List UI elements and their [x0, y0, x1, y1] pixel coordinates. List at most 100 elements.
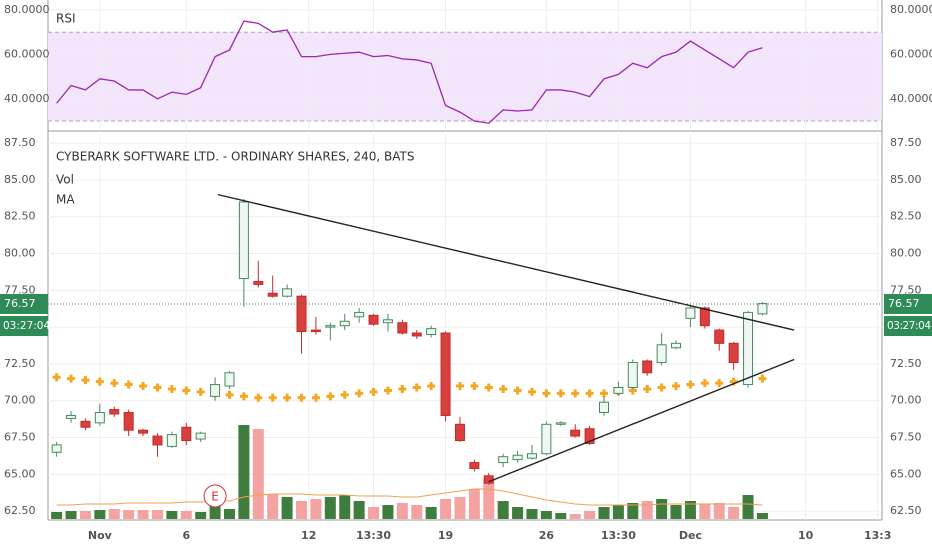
ma-cross	[67, 374, 76, 383]
ma-cross	[513, 386, 522, 395]
candle-body	[66, 414, 77, 419]
volume-bar	[180, 511, 192, 519]
ma-cross	[758, 374, 767, 383]
ma-cross	[182, 386, 191, 395]
ma-cross	[571, 389, 580, 398]
chart-title: CYBERARK SOFTWARE LTD. - ORDINARY SHARES…	[56, 150, 414, 164]
candle-body	[181, 426, 192, 441]
volume-bar	[670, 505, 682, 519]
ma-cross	[254, 393, 263, 402]
x-tick-label: 19	[438, 529, 453, 542]
ma-cross	[643, 384, 652, 393]
volume-bar	[396, 503, 408, 519]
volume-bar	[756, 513, 768, 519]
y-tick-label: 70.00	[4, 394, 36, 407]
ma-cross	[326, 392, 335, 401]
volume-bar	[684, 501, 696, 519]
ma-cross	[297, 393, 306, 402]
y-tick-label: 80.0000	[890, 3, 932, 16]
volume-bar	[468, 489, 480, 519]
ma-cross	[139, 382, 148, 391]
volume-bar	[454, 497, 466, 519]
ma-cross	[81, 376, 90, 385]
candle-body	[642, 360, 653, 374]
volume-bar	[512, 507, 524, 519]
x-tick-label: 13:30	[356, 529, 391, 542]
volume-bar	[296, 501, 308, 519]
candle-body	[411, 332, 422, 337]
candle-body	[296, 295, 307, 333]
y-tick-label: 60.0000	[890, 47, 932, 60]
ma-cross	[153, 383, 162, 392]
volume-bar	[65, 511, 77, 519]
candle-body	[382, 319, 393, 324]
trend-line	[488, 358, 795, 483]
ma-cross	[398, 384, 407, 393]
legend-entry: Vol	[56, 173, 74, 187]
volume-bar	[339, 495, 351, 519]
ma-cross	[484, 383, 493, 392]
candle-body	[368, 314, 379, 325]
volume-bar	[324, 497, 336, 519]
candle-body	[541, 423, 552, 455]
y-tick-label: 72.50	[4, 357, 36, 370]
candle-body	[195, 432, 206, 440]
volume-bar	[641, 501, 653, 519]
y-tick-label: 80.0000	[4, 3, 50, 16]
y-tick-label: 87.50	[890, 136, 922, 149]
candle-body	[426, 328, 437, 335]
candle-body	[325, 325, 336, 328]
candle-body	[166, 434, 177, 447]
ma-cross	[369, 387, 378, 396]
volume-bar	[79, 511, 91, 519]
volume-bar	[166, 511, 178, 519]
volume-bar	[195, 512, 207, 519]
title-bg	[50, 148, 390, 166]
y-tick-label: 77.50	[890, 283, 922, 296]
candle-body	[123, 412, 134, 431]
volume-bar	[411, 505, 423, 519]
candle-body	[728, 342, 739, 363]
volume-bar	[656, 499, 668, 519]
candle-body	[483, 475, 494, 484]
ma-cross	[239, 392, 248, 401]
candle-body	[454, 423, 465, 441]
candle-body	[627, 361, 638, 388]
volume-bar	[569, 514, 581, 519]
y-tick-label: 40.0000	[4, 92, 50, 105]
volume-bar	[267, 494, 279, 519]
candle-body	[570, 429, 581, 437]
candle-body	[80, 420, 91, 428]
ma-cross	[527, 387, 536, 396]
y-tick-label: 72.50	[890, 357, 922, 370]
ma-cross	[600, 389, 608, 398]
volume-bar	[497, 501, 509, 519]
candle-body	[469, 462, 480, 469]
volume-bar	[627, 503, 639, 519]
x-tick-label: 12	[301, 529, 316, 542]
volume-bar	[526, 509, 538, 519]
volume-bar	[382, 505, 394, 519]
price-box	[0, 294, 48, 315]
volume-bar	[440, 499, 452, 519]
candle-body	[339, 320, 350, 327]
volume-bar	[699, 504, 711, 519]
y-tick-label: 65.00	[4, 467, 36, 480]
x-tick-label: Nov	[88, 529, 113, 542]
candle-body	[671, 342, 682, 349]
volume-bar	[94, 510, 106, 519]
last-price-label: 76.57	[4, 297, 36, 310]
candle-body	[526, 453, 537, 459]
ma-cross	[672, 382, 681, 391]
x-tick-label: 6	[182, 529, 190, 542]
ma-cross	[412, 383, 421, 392]
y-tick-label: 80.00	[4, 247, 36, 260]
volume-bar	[742, 495, 754, 519]
y-tick-label: 80.00	[890, 247, 922, 260]
ma-cross	[52, 373, 61, 382]
y-tick-label: 85.00	[4, 173, 36, 186]
candle-body	[599, 401, 609, 414]
candle-body	[152, 435, 163, 446]
price-box	[884, 294, 932, 315]
candle-body	[397, 322, 408, 334]
